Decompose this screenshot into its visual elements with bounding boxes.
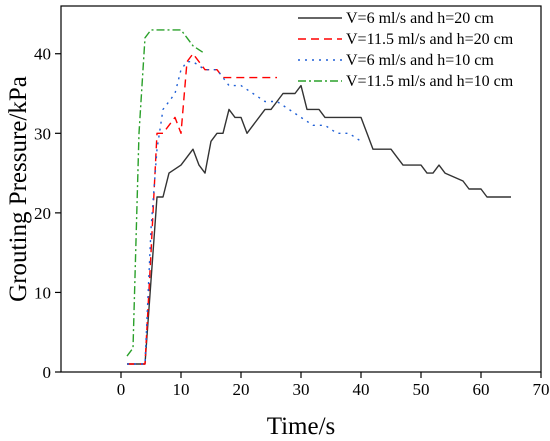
series-line-4 [126, 29, 206, 357]
series-line-2 [127, 53, 277, 365]
y-axis-title: Grouting Pressure/kPa [5, 76, 32, 302]
plot-series [126, 29, 511, 365]
y-tick-label: 20 [34, 204, 51, 223]
series-line-1 [127, 84, 511, 365]
x-tick-label: 50 [413, 380, 430, 399]
x-tick-label: 40 [353, 380, 370, 399]
chart-legend: V=6 ml/s and h=20 cm V=11.5 ml/s and h=20… [298, 10, 514, 90]
series-line-3 [127, 61, 362, 365]
x-axis-title: Time/s [267, 413, 336, 440]
y-tick-label: 10 [34, 283, 51, 302]
plot-axes: 0 10 20 30 40 50 60 70 0 10 20 30 40 [34, 5, 550, 399]
legend-label-4: V=11.5 ml/s and h=10 cm [346, 73, 514, 90]
x-tick-label: 60 [473, 380, 490, 399]
y-tick-label: 30 [34, 124, 51, 143]
x-tick-label: 0 [117, 380, 126, 399]
x-tick-label: 70 [533, 380, 550, 399]
x-tick-label: 20 [233, 380, 250, 399]
legend-label-1: V=6 ml/s and h=20 cm [346, 10, 494, 27]
y-tick-label: 0 [43, 363, 52, 382]
legend-label-3: V=6 ml/s and h=10 cm [346, 52, 494, 69]
legend-label-2: V=11.5 ml/s and h=20 cm [346, 31, 514, 48]
x-tick-label: 10 [173, 380, 190, 399]
y-tick-label: 40 [34, 45, 51, 64]
x-tick-label: 30 [293, 380, 310, 399]
